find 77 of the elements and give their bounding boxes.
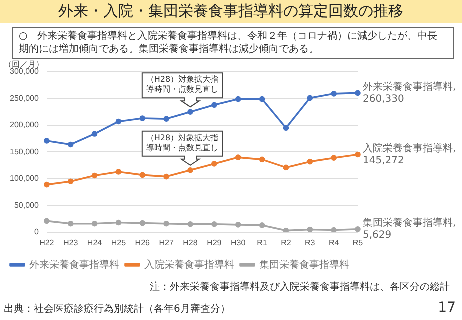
point bbox=[259, 156, 266, 163]
legend-label: 集団栄養食事指導料 bbox=[260, 258, 350, 271]
point bbox=[92, 220, 98, 227]
point bbox=[116, 169, 122, 175]
x-tick-label: R2 bbox=[281, 238, 292, 248]
point bbox=[212, 221, 218, 228]
point bbox=[44, 182, 50, 188]
point bbox=[355, 226, 361, 232]
point bbox=[235, 96, 242, 102]
x-tick-label: H27 bbox=[159, 238, 174, 248]
text: 注：外来栄養食事指導料及び入院栄養食事指導料は、各区分の総計 bbox=[149, 280, 451, 294]
point bbox=[164, 220, 170, 227]
data-label: 入院栄養食事指導料, 145,272 bbox=[363, 142, 456, 166]
point bbox=[283, 125, 290, 132]
text: 17 bbox=[438, 300, 456, 316]
point bbox=[307, 95, 314, 102]
point bbox=[68, 178, 74, 185]
point bbox=[283, 228, 290, 232]
point bbox=[164, 174, 170, 180]
y-tick-label: 250,000 bbox=[10, 94, 40, 103]
point bbox=[116, 118, 122, 125]
x-tick-label: R5 bbox=[352, 238, 364, 248]
point bbox=[283, 164, 290, 171]
point bbox=[164, 116, 170, 122]
point bbox=[188, 221, 194, 228]
data-label: 外来栄養食事指導料, 260,330 bbox=[363, 80, 456, 105]
data-label: 集団栄養食事指導料, 5,629 bbox=[363, 216, 456, 241]
x-tick-label: H24 bbox=[87, 238, 103, 248]
point bbox=[331, 91, 337, 97]
y-tick-label: 150,000 bbox=[10, 147, 40, 156]
y-tick-label: 0 bbox=[34, 228, 40, 237]
point bbox=[259, 96, 266, 102]
chart-subtitle: ○ 外来栄養食事指導料と入院栄養食事指導料は、令和２年（コロナ禍）に減少したが、中長期的には増加傾向である。集団栄養食事指導料は減少傾向である。 bbox=[12, 27, 454, 59]
x-tick-label: H29 bbox=[207, 238, 222, 248]
point bbox=[331, 155, 337, 161]
y-tick-label: 100,000 bbox=[10, 174, 40, 184]
annotation: （H28）対象拡大指導時間・点数見直し bbox=[146, 133, 219, 152]
annotation: （H28）対象拡大指導時間・点数見直し bbox=[146, 75, 219, 94]
point bbox=[68, 220, 74, 227]
point bbox=[355, 90, 361, 96]
source-note: 出典：社会医療診療行為別統計（各年6月審査分） bbox=[4, 302, 230, 316]
point bbox=[92, 131, 98, 137]
point bbox=[140, 220, 146, 226]
point bbox=[92, 172, 98, 179]
point bbox=[140, 172, 146, 178]
x-tick-label: H26 bbox=[135, 238, 151, 248]
point bbox=[331, 227, 337, 232]
point bbox=[44, 218, 50, 224]
x-tick-label: H30 bbox=[231, 238, 246, 248]
x-tick-label: R4 bbox=[328, 238, 340, 248]
y-tick-label: 200,000 bbox=[10, 120, 40, 130]
chart-title: 外来・入院・集団栄養食事指導料の算定回数の推移 bbox=[0, 0, 462, 23]
x-tick-label: R1 bbox=[257, 238, 268, 248]
point bbox=[212, 102, 218, 108]
x-tick-label: H23 bbox=[64, 238, 79, 248]
point bbox=[307, 158, 314, 165]
point bbox=[68, 142, 74, 148]
x-tick-label: H25 bbox=[111, 238, 127, 248]
legend-label: 入院栄養食事指導料 bbox=[144, 258, 234, 271]
point bbox=[44, 138, 50, 144]
legend-label: 外来栄養食事指導料 bbox=[30, 258, 120, 271]
point bbox=[235, 222, 242, 228]
x-tick-label: R3 bbox=[305, 238, 316, 248]
point bbox=[116, 220, 122, 226]
point bbox=[307, 226, 314, 232]
x-tick-label: H22 bbox=[40, 238, 55, 248]
point bbox=[355, 152, 361, 158]
point bbox=[212, 161, 218, 167]
point bbox=[235, 154, 242, 160]
y-axis-title: （回／月） bbox=[4, 60, 44, 70]
point bbox=[188, 167, 194, 174]
point bbox=[140, 116, 146, 122]
point bbox=[259, 222, 266, 228]
point bbox=[188, 109, 194, 115]
x-tick-label: H28 bbox=[183, 238, 198, 248]
y-tick-label: 300,000 bbox=[10, 67, 40, 76]
y-tick-label: 50,000 bbox=[14, 200, 40, 210]
